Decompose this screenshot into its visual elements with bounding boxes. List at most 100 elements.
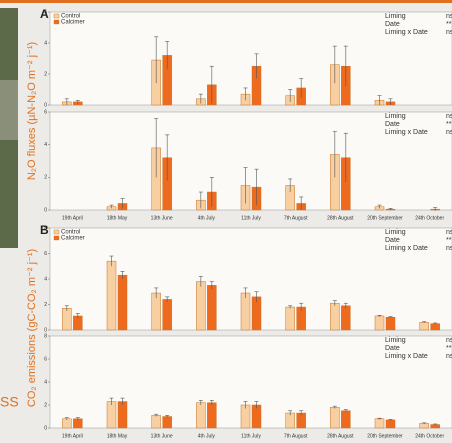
x-tick-label: 7th August	[284, 433, 308, 439]
panel-letter: A	[40, 7, 49, 21]
panel-letter: B	[40, 223, 49, 237]
y-tick-label: 2	[44, 175, 47, 181]
y-tick-label: 4	[44, 379, 47, 385]
x-tick-label: 20th September	[367, 215, 403, 221]
bar	[62, 418, 72, 429]
y-tick-label: 2	[44, 302, 47, 308]
stat-label: Liming x Date	[385, 29, 428, 36]
y-tick-label: 2	[44, 402, 47, 408]
y-tick-label: 4	[44, 276, 47, 282]
panel-bg	[49, 111, 452, 211]
x-tick-label: 11th July	[241, 215, 261, 221]
bar	[240, 292, 251, 331]
y-tick-label: 6	[44, 109, 47, 115]
stat-value: ns	[446, 113, 452, 120]
panel-bg	[49, 227, 452, 331]
stat-value: ns	[446, 29, 452, 36]
y-tick-label: 0	[44, 102, 47, 108]
stat-value: ns	[446, 129, 452, 136]
bar	[419, 423, 429, 429]
stat-value: ns	[446, 337, 452, 344]
bar	[73, 418, 83, 429]
x-tick-label: 13th June	[151, 433, 173, 439]
legend-swatch	[53, 19, 60, 25]
stat-label: Liming x Date	[385, 129, 428, 136]
bar	[430, 323, 440, 331]
bar	[106, 401, 117, 429]
stat-value: **	[446, 237, 452, 244]
stat-value: ns	[446, 229, 452, 236]
bar	[207, 402, 217, 429]
y-tick-label: 6	[44, 251, 47, 257]
bar	[374, 418, 385, 429]
y-tick-label: 0	[44, 425, 47, 431]
bar	[374, 315, 385, 331]
bar	[162, 299, 172, 331]
bar	[117, 274, 128, 331]
bar	[162, 416, 172, 429]
top-strip	[0, 0, 452, 3]
y-tick-label: 0	[44, 327, 47, 333]
x-tick-label: 4th July	[198, 433, 216, 439]
y-tick-label: 6	[44, 9, 47, 15]
bar	[117, 401, 128, 429]
x-tick-label: 24th October	[415, 433, 444, 439]
x-tick-label: 4th July	[198, 215, 216, 221]
x-tick-label: 28th August	[327, 433, 354, 439]
legend-label: Calcimer	[61, 236, 85, 242]
bar	[341, 305, 351, 331]
bar	[330, 302, 340, 331]
side-text: SS	[0, 394, 19, 410]
stat-label: Liming x Date	[385, 353, 428, 360]
x-tick-label: 18th May	[107, 433, 128, 439]
bar	[196, 402, 206, 429]
bar	[207, 285, 217, 331]
stat-value: **	[446, 345, 452, 352]
stat-value: **	[446, 21, 452, 28]
panel-bg	[49, 335, 452, 429]
bar	[151, 415, 161, 429]
stat-label: Date	[385, 21, 400, 28]
bar	[62, 308, 72, 331]
stat-value: ns	[446, 245, 452, 252]
legend-swatch	[53, 235, 60, 241]
stat-label: Liming	[385, 13, 406, 20]
panel-bg	[49, 11, 452, 106]
y-tick-label: 8	[44, 225, 47, 231]
photo-detail	[0, 80, 18, 140]
x-tick-label: 13th June	[151, 215, 173, 221]
x-tick-label: 18th May	[107, 215, 128, 221]
bar	[385, 419, 396, 429]
bar	[151, 292, 161, 331]
bar	[419, 322, 429, 331]
legend-label: Control	[61, 14, 80, 20]
stat-value: **	[446, 121, 452, 128]
y-axis-title: CO₂ emissions (gC-CO₂ m⁻² j⁻¹)	[26, 249, 38, 407]
stat-label: Date	[385, 121, 400, 128]
y-tick-label: 0	[44, 207, 47, 213]
legend-label: Control	[61, 230, 80, 236]
y-tick-label: 8	[44, 333, 47, 339]
bar	[385, 317, 396, 331]
stat-label: Date	[385, 345, 400, 352]
legend-swatch	[53, 229, 60, 235]
stat-label: Liming	[385, 113, 406, 120]
x-tick-label: 20th September	[367, 433, 403, 439]
x-tick-label: 11th July	[241, 433, 261, 439]
bar	[330, 407, 340, 429]
x-tick-label: 24th October	[415, 215, 444, 221]
stat-label: Liming x Date	[385, 245, 428, 252]
x-tick-label: 28th August	[327, 215, 354, 221]
stat-value: ns	[446, 353, 452, 360]
stat-label: Date	[385, 237, 400, 244]
bar	[341, 410, 351, 429]
stat-value: ns	[446, 13, 452, 20]
x-tick-label: 7th August	[284, 215, 308, 221]
bar	[285, 306, 295, 331]
legend-label: Calcimer	[61, 20, 85, 26]
y-tick-label: 4	[44, 142, 47, 148]
stat-label: Liming	[385, 229, 406, 236]
y-axis-title: N₂O fluxes (µN-N₂O m⁻² j⁻¹)	[26, 42, 38, 180]
bar	[196, 281, 206, 331]
